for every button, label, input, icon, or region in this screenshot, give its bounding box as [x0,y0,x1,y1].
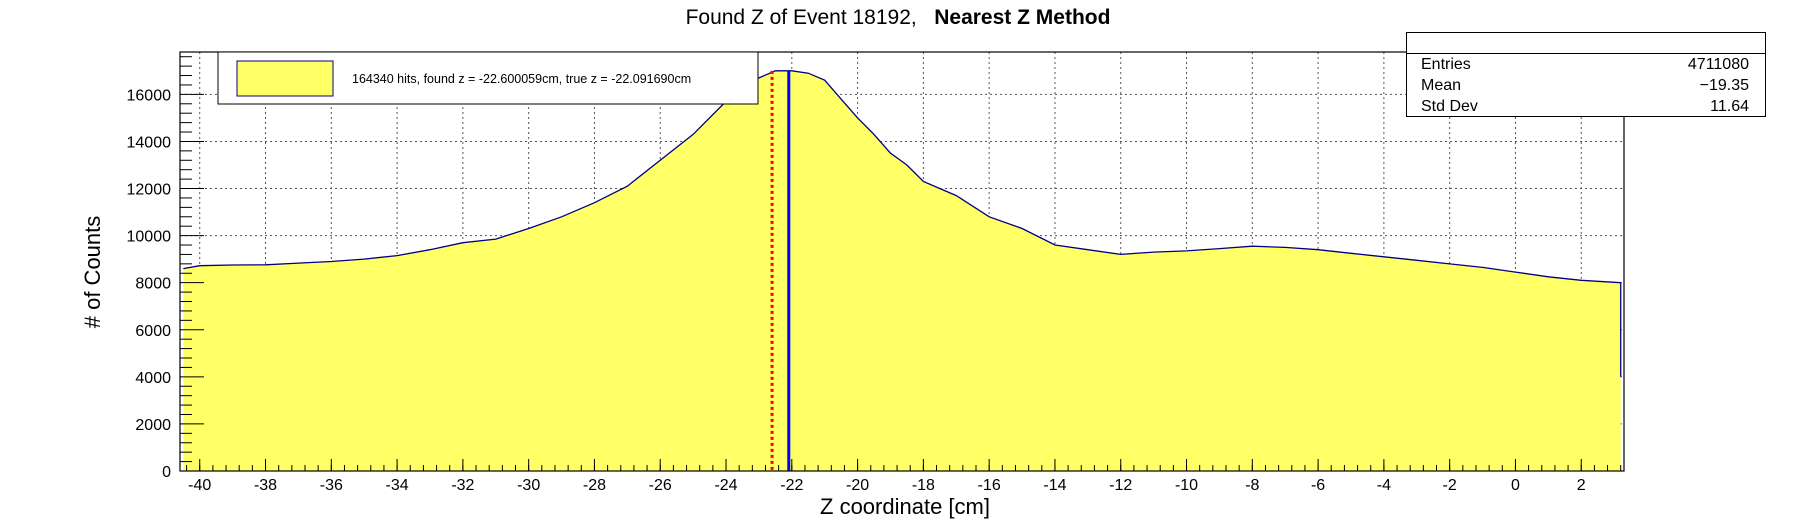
y-tick-label: 12000 [127,182,172,199]
x-tick-label: -32 [451,477,474,494]
legend: 164340 hits, found z = -22.600059cm, tru… [217,51,759,105]
x-tick-label: 2 [1577,477,1586,494]
x-tick-label: -16 [978,477,1001,494]
y-axis-ticks: 0 2000 4000 6000 8000 10000 12000 14000 16000 [127,56,204,481]
y-axis-label: # of Counts [80,216,105,329]
plot-border [179,51,1625,472]
x-tick-label: -20 [846,477,869,494]
histogram-outline [183,70,1621,284]
x-tick-label: -2 [1443,477,1457,494]
y-tick-label: 10000 [127,229,172,246]
legend-swatch [236,60,334,97]
x-tick-label: -12 [1109,477,1132,494]
x-tick-label: -8 [1245,477,1259,494]
x-tick-label: -14 [1043,477,1066,494]
histogram-area [183,70,1622,472]
x-tick-label: -26 [649,477,672,494]
x-tick-label: -10 [1175,477,1198,494]
stats-value: 4711080 [1687,56,1749,73]
x-axis-ticks: -40 -38 -36 -34 -32 -30 -28 -26 -24 -22 -20 -18 -16-… [186,459,1622,494]
x-tick-label: -30 [517,477,540,494]
stats-key: Mean [1421,77,1462,94]
x-tick-label: -38 [254,477,277,494]
plot-frame [179,51,1625,472]
histogram-fill [183,70,1621,472]
y-tick-label: 16000 [127,87,172,104]
x-tick-label: -18 [912,477,935,494]
y-tick-label: 14000 [127,134,172,151]
x-tick-label: -40 [188,477,211,494]
y-tick-label: 4000 [135,370,171,387]
y-tick-label: 0 [162,464,171,481]
y-tick-label: 8000 [135,276,171,293]
stats-row-entries: Entries 4711080 [1407,54,1765,75]
stats-box: Entries 4711080 Mean −19.35 Std Dev 11.6… [1406,32,1766,117]
y-tick-label: 6000 [135,323,171,340]
x-tick-label: -6 [1311,477,1325,494]
x-tick-label: -36 [320,477,343,494]
x-tick-label: -22 [780,477,803,494]
chart-title: Found Z of Event 18192, Nearest Z Method [0,6,1796,30]
legend-label: 164340 hits, found z = -22.600059cm, tru… [352,72,691,86]
stats-value: −19.35 [1699,77,1749,94]
chart-title-main: Found Z of Event 18192, [685,6,917,29]
x-tick-label: -28 [583,477,606,494]
x-axis-label: Z coordinate [cm] [820,494,990,519]
stats-value: 11.64 [1710,98,1749,115]
x-tick-label: -4 [1377,477,1391,494]
z-markers [770,70,791,471]
chart-title-method: Nearest Z Method [934,6,1111,29]
y-tick-label: 2000 [135,417,171,434]
stats-row-stddev: Std Dev 11.64 [1407,96,1765,117]
stats-key: Entries [1421,56,1471,73]
stats-row-mean: Mean −19.35 [1407,75,1765,96]
stats-header [1407,33,1765,54]
x-tick-label: -34 [386,477,409,494]
x-tick-label: 0 [1511,477,1520,494]
stats-key: Std Dev [1421,98,1478,115]
x-tick-label: -24 [714,477,737,494]
